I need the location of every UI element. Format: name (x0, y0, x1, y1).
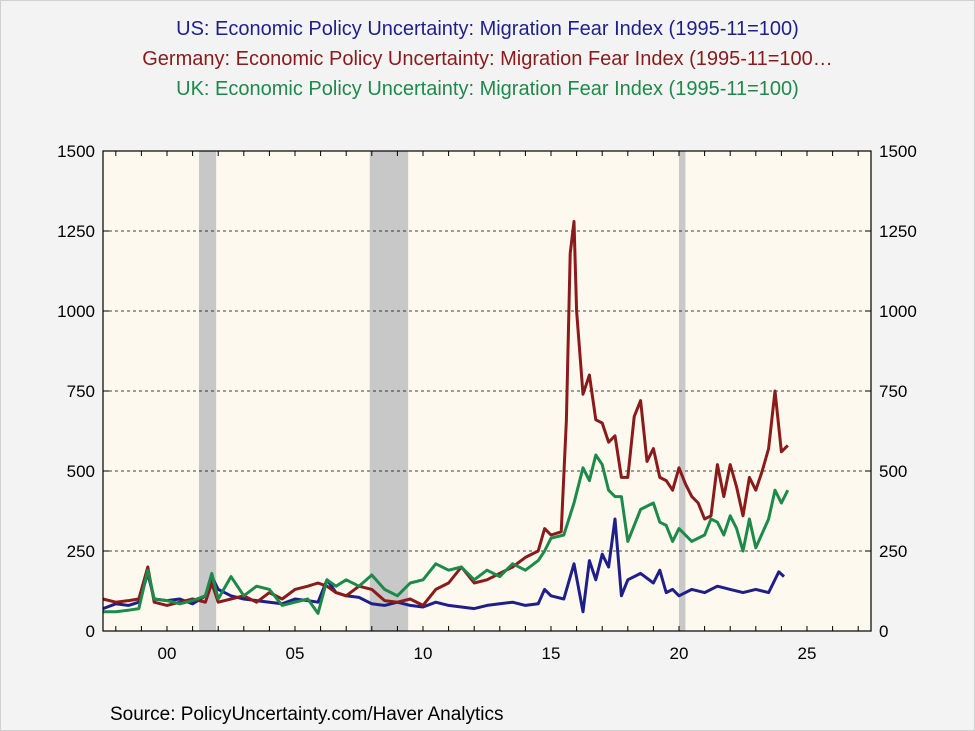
x-tick-label: 00 (158, 644, 177, 663)
source-note: Source: PolicyUncertainty.com/Haver Anal… (110, 704, 504, 725)
y-tick-label-right: 1000 (879, 302, 917, 321)
x-tick-label: 20 (670, 644, 689, 663)
y-tick-label-left: 1000 (57, 302, 95, 321)
chart-title-uk: UK: Economic Policy Uncertainty: Migrati… (176, 78, 799, 100)
series-line (103, 453, 790, 615)
x-tick-label: 15 (542, 644, 561, 663)
x-tick-label: 05 (286, 644, 305, 663)
chart-title-us: US: Economic Policy Uncertainty: Migrati… (176, 18, 799, 40)
y-tick-label-right: 1500 (879, 142, 917, 161)
y-tick-label-left: 500 (67, 462, 95, 481)
recession-band (679, 151, 686, 631)
y-tick-label-right: 750 (879, 382, 907, 401)
series-line (102, 219, 789, 607)
y-tick-label-left: 1500 (57, 142, 95, 161)
y-tick-label-left: 750 (67, 382, 95, 401)
y-tick-label-left: 0 (86, 622, 95, 641)
recession-band (369, 151, 409, 631)
y-tick-label-right: 500 (879, 462, 907, 481)
y-tick-label-left: 250 (67, 542, 95, 561)
y-tick-label-right: 250 (879, 542, 907, 561)
x-tick-label: 10 (414, 644, 433, 663)
y-tick-label-right: 1250 (879, 222, 917, 241)
y-tick-label-left: 1250 (57, 222, 95, 241)
y-tick-label-right: 0 (879, 622, 888, 641)
x-tick-label: 25 (798, 644, 817, 663)
chart-title-germany: Germany: Economic Policy Uncertainty: Mi… (142, 48, 833, 70)
